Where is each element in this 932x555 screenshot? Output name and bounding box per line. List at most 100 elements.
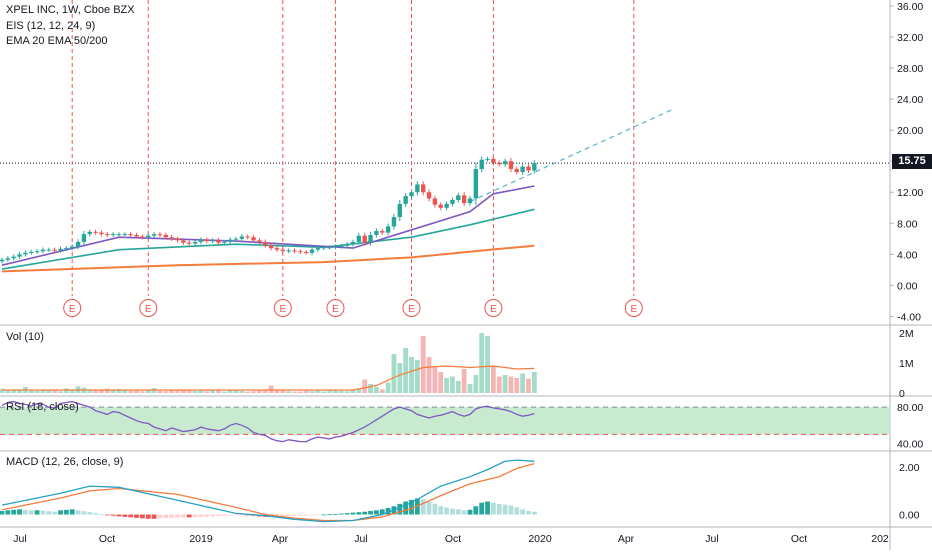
candle[interactable] <box>397 203 402 218</box>
volume-bar[interactable] <box>403 348 409 393</box>
macd-histogram-bar[interactable] <box>438 506 444 515</box>
volume-bar[interactable] <box>169 390 175 393</box>
candle[interactable] <box>93 231 98 233</box>
candle[interactable] <box>356 235 362 242</box>
candle[interactable] <box>181 240 186 243</box>
macd-histogram-bar[interactable] <box>450 508 455 515</box>
macd-histogram-bar[interactable] <box>69 509 75 515</box>
macd-histogram-bar[interactable] <box>110 514 116 516</box>
macd-histogram-bar[interactable] <box>186 514 192 518</box>
volume-bar[interactable] <box>40 390 46 393</box>
macd-histogram-bar[interactable] <box>374 510 379 515</box>
volume-bar[interactable] <box>104 388 110 393</box>
candle[interactable] <box>298 251 303 253</box>
macd-histogram-bar[interactable] <box>23 509 28 515</box>
macd-histogram-bar[interactable] <box>216 514 221 516</box>
macd-histogram-bar[interactable] <box>502 504 508 515</box>
macd-histogram-bar[interactable] <box>17 509 22 515</box>
candle[interactable] <box>479 159 484 169</box>
volume-bar[interactable] <box>34 390 40 393</box>
macd-histogram-bar[interactable] <box>491 502 496 515</box>
volume-bar[interactable] <box>432 366 438 393</box>
volume-bar[interactable] <box>110 389 116 393</box>
volume-bar[interactable] <box>461 369 467 393</box>
candle[interactable] <box>350 241 356 245</box>
macd-histogram-bar[interactable] <box>145 514 151 519</box>
macd-histogram-bar[interactable] <box>157 514 163 519</box>
macd-histogram-bar[interactable] <box>379 509 385 515</box>
volume-bar[interactable] <box>479 333 485 393</box>
macd-histogram-bar[interactable] <box>169 514 175 518</box>
candle[interactable] <box>432 198 438 205</box>
volume-bar[interactable] <box>438 372 444 393</box>
earnings-marker[interactable] <box>139 299 158 317</box>
volume-bar[interactable] <box>526 378 531 393</box>
candle[interactable] <box>485 158 490 160</box>
volume-bar[interactable] <box>426 357 432 393</box>
macd-histogram-bar[interactable] <box>321 514 327 516</box>
candle[interactable] <box>11 256 16 259</box>
volume-bar[interactable] <box>52 389 58 393</box>
candle[interactable] <box>415 184 420 193</box>
rsi-pane-title[interactable]: RSI (18, close) <box>6 401 79 413</box>
earnings-marker[interactable] <box>624 299 643 317</box>
macd-histogram-bar[interactable] <box>315 514 321 516</box>
volume-bar[interactable] <box>245 391 251 394</box>
candle[interactable] <box>233 238 239 240</box>
candle[interactable] <box>70 246 75 249</box>
volume-bar[interactable] <box>116 389 122 393</box>
candle[interactable] <box>64 248 69 250</box>
volume-bar[interactable] <box>350 389 356 393</box>
volume-bar[interactable] <box>175 390 180 393</box>
volume-bar[interactable] <box>444 378 449 393</box>
volume-bar[interactable] <box>140 391 145 393</box>
candle[interactable] <box>532 163 537 171</box>
eis-indicator-title[interactable]: EIS (12, 12, 24, 9) <box>6 20 96 32</box>
volume-bar[interactable] <box>327 390 332 393</box>
candle[interactable] <box>280 249 285 252</box>
candle[interactable] <box>292 250 297 252</box>
macd-histogram-bar[interactable] <box>104 514 110 516</box>
macd-histogram-bar[interactable] <box>520 509 526 515</box>
macd-histogram-bar[interactable] <box>5 510 11 515</box>
volume-bar[interactable] <box>333 390 338 393</box>
candle[interactable] <box>87 231 92 235</box>
candle[interactable] <box>385 226 391 233</box>
candle[interactable] <box>508 161 514 169</box>
macd-histogram-bar[interactable] <box>409 499 414 515</box>
candle[interactable] <box>362 235 367 243</box>
volume-bar[interactable] <box>485 336 490 393</box>
macd-histogram-bar[interactable] <box>99 514 104 515</box>
volume-bar[interactable] <box>58 391 63 393</box>
volume-bar[interactable] <box>11 390 17 393</box>
volume-bar[interactable] <box>368 384 373 393</box>
volume-bar[interactable] <box>391 354 397 393</box>
macd-histogram-bar[interactable] <box>280 514 286 517</box>
candle[interactable] <box>204 239 209 242</box>
macd-histogram-bar[interactable] <box>175 514 180 518</box>
macd-histogram-bar[interactable] <box>239 514 245 516</box>
candle[interactable] <box>274 248 280 250</box>
candle[interactable] <box>146 235 151 238</box>
volume-bar[interactable] <box>274 389 280 393</box>
macd-histogram-bar[interactable] <box>461 510 467 515</box>
volume-bar[interactable] <box>186 390 192 393</box>
candle[interactable] <box>116 234 122 236</box>
candle[interactable] <box>23 252 28 255</box>
macd-histogram-bar[interactable] <box>28 510 34 515</box>
macd-histogram-bar[interactable] <box>496 503 502 515</box>
macd-histogram-bar[interactable] <box>444 507 449 515</box>
macd-histogram-bar[interactable] <box>198 514 204 517</box>
volume-bar[interactable] <box>292 391 297 394</box>
volume-bar[interactable] <box>0 388 5 393</box>
volume-bar[interactable] <box>268 385 274 394</box>
candle[interactable] <box>380 231 385 233</box>
macd-histogram-bar[interactable] <box>163 514 169 519</box>
volume-bar[interactable] <box>344 391 350 393</box>
earnings-marker[interactable] <box>484 299 503 317</box>
macd-histogram-bar[interactable] <box>34 510 40 515</box>
candle[interactable] <box>99 232 104 235</box>
macd-histogram-bar[interactable] <box>116 514 122 517</box>
macd-histogram-bar[interactable] <box>403 501 409 515</box>
volume-bar[interactable] <box>297 391 303 394</box>
